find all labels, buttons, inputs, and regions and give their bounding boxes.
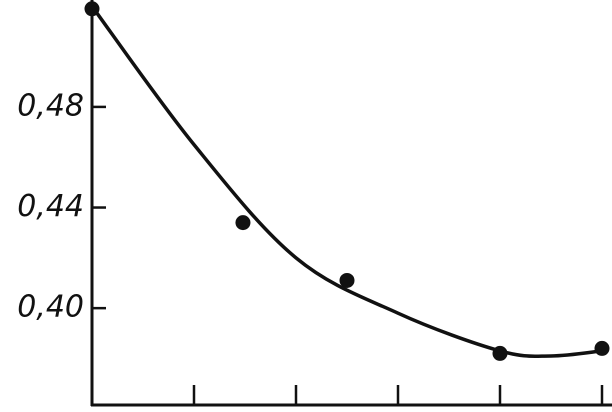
fit-curve (90, 5, 603, 358)
data-point (235, 215, 251, 231)
y-tick-label: 0,44 (17, 189, 84, 224)
y-tick-label: 0,48 (17, 88, 84, 123)
data-point (339, 272, 355, 288)
data-point (594, 340, 610, 356)
y-tick-label: 0,40 (17, 290, 84, 325)
